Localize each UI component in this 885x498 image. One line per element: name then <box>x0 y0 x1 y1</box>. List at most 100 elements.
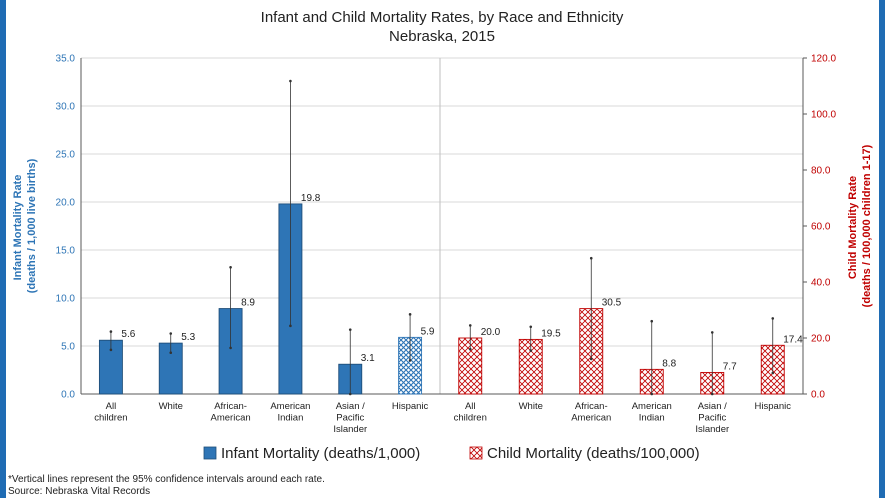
legend-swatch-child <box>469 446 483 460</box>
legend-label-infant: Infant Mortality (deaths/1,000) <box>221 445 420 462</box>
child-value-label: 17.4 <box>783 334 803 345</box>
category-label: All children <box>94 401 127 424</box>
right-tick-label: 20.0 <box>811 334 831 345</box>
legend: Infant Mortality (deaths/1,000) Child Mo… <box>203 445 700 462</box>
category-label: White <box>519 401 543 412</box>
category-label: Asian / Pacific Islander <box>695 401 729 435</box>
infant-value-label: 3.1 <box>361 353 375 364</box>
child-ci-cap <box>771 371 775 375</box>
legend-swatch-infant <box>203 446 217 460</box>
category-label: American Indian <box>632 401 672 424</box>
infant-ci-cap <box>229 265 232 269</box>
category-label-line: All <box>106 401 117 412</box>
category-label-line: American <box>632 401 672 412</box>
slide-frame: Infant and Child Mortality Rates, by Rac… <box>6 0 879 498</box>
category-label-line: White <box>519 401 543 412</box>
child-value-label: 7.7 <box>723 361 737 372</box>
child-ci-cap <box>589 357 593 361</box>
left-axis-label: Infant Mortality Rate (deaths / 1,000 li… <box>12 158 38 293</box>
category-label-line: Islander <box>695 424 729 435</box>
category-label-line: children <box>94 413 127 424</box>
right-axis-label-line: Child Mortality Rate <box>847 176 859 279</box>
infant-ci-cap <box>408 313 412 316</box>
category-label-line: American <box>270 401 310 412</box>
category-label-line: Hispanic <box>392 401 429 412</box>
category-label-line: Asian / <box>698 401 727 412</box>
left-tick-label: 0.0 <box>61 390 75 401</box>
left-axis-label-line: (deaths / 1,000 live births) <box>26 158 38 293</box>
infant-ci-cap <box>229 346 232 350</box>
category-label-line: White <box>159 401 183 412</box>
left-tick-label: 30.0 <box>56 102 76 113</box>
right-axis-label: Child Mortality Rate (deaths / 100,000 c… <box>847 144 873 307</box>
child-ci-cap <box>710 331 714 334</box>
category-label: African-American <box>211 401 251 424</box>
right-axis-label-line: (deaths / 100,000 children 1-17) <box>861 144 873 307</box>
category-label-line: African- <box>575 401 608 412</box>
infant-value-label: 5.6 <box>121 329 135 340</box>
left-tick-label: 10.0 <box>56 294 76 305</box>
infant-ci-cap <box>408 359 412 362</box>
category-label-line: African- <box>214 401 247 412</box>
right-y-axis: 0.0 20.0 40.0 60.0 80.0 100.0 120.0 <box>802 54 836 401</box>
infant-ci-cap <box>169 332 173 335</box>
left-tick-label: 25.0 <box>56 150 76 161</box>
child-ci-cap <box>650 392 654 396</box>
category-label: American Indian <box>270 401 310 424</box>
infant-value-label: 19.8 <box>301 193 321 204</box>
infant-value-label: 5.3 <box>181 332 195 343</box>
chart-title: Infant and Child Mortality Rates, by Rac… <box>261 9 624 26</box>
child-ci-cap <box>529 349 533 352</box>
category-label: African-American <box>571 401 611 424</box>
left-tick-label: 15.0 <box>56 246 76 257</box>
child-value-label: 20.0 <box>481 327 501 338</box>
infant-ci-cap <box>169 351 173 355</box>
left-tick-label: 20.0 <box>56 198 76 209</box>
category-label: Asian / Pacific Islander <box>333 401 367 435</box>
mortality-chart: Infant and Child Mortality Rates, by Rac… <box>8 9 873 497</box>
child-ci-cap <box>529 325 533 329</box>
child-ci-cap <box>468 347 472 351</box>
category-label-line: Asian / <box>336 401 365 412</box>
legend-label-child: Child Mortality (deaths/100,000) <box>487 445 700 462</box>
right-tick-label: 40.0 <box>811 278 831 289</box>
child-ci-cap <box>771 317 775 320</box>
child-value-label: 30.5 <box>602 298 622 309</box>
left-y-axis: 0.0 5.0 10.0 15.0 20.0 25.0 30.0 35.0 <box>56 54 803 401</box>
category-label-line: Hispanic <box>755 401 792 412</box>
category-label: Hispanic <box>392 401 429 412</box>
gridlines <box>81 57 803 394</box>
category-label-line: Islander <box>333 424 367 435</box>
category-label-line: American <box>571 413 611 424</box>
left-tick-label: 35.0 <box>56 54 76 65</box>
left-tick-label: 5.0 <box>61 342 75 353</box>
infant-ci-cap <box>348 328 352 331</box>
right-tick-label: 120.0 <box>811 54 836 65</box>
left-axis-label-line: Infant Mortality Rate <box>12 175 24 281</box>
category-label: Hispanic <box>755 401 792 412</box>
child-value-label: 8.8 <box>662 358 676 369</box>
category-label-line: American <box>211 413 251 424</box>
category-label: All children <box>454 401 487 424</box>
category-label: White <box>159 401 183 412</box>
right-tick-label: 0.0 <box>811 390 825 401</box>
infant-ci-cap <box>109 348 113 352</box>
child-value-label: 19.5 <box>541 328 561 339</box>
right-tick-label: 80.0 <box>811 166 831 177</box>
category-label-line: Indian <box>639 413 665 424</box>
bar-marks: 5.6 5.3 8.9 19.8 3.1 5.9 20.0 19.5 30.5 8.8 7.7 17.… <box>98 79 803 396</box>
right-tick-label: 100.0 <box>811 110 836 121</box>
infant-ci-cap <box>289 324 292 328</box>
footnote: *Vertical lines represent the 95% confid… <box>8 474 325 485</box>
child-ci-cap <box>589 256 593 260</box>
infant-value-label: 5.9 <box>421 326 435 337</box>
infant-value-label: 8.9 <box>241 298 255 309</box>
infant-ci-cap <box>348 392 352 396</box>
category-label-line: Indian <box>277 413 303 424</box>
category-label-line: All <box>465 401 476 412</box>
child-ci-cap <box>650 319 654 323</box>
right-tick-label: 60.0 <box>811 222 831 233</box>
infant-ci-cap <box>289 79 292 83</box>
child-ci-cap <box>468 324 472 327</box>
